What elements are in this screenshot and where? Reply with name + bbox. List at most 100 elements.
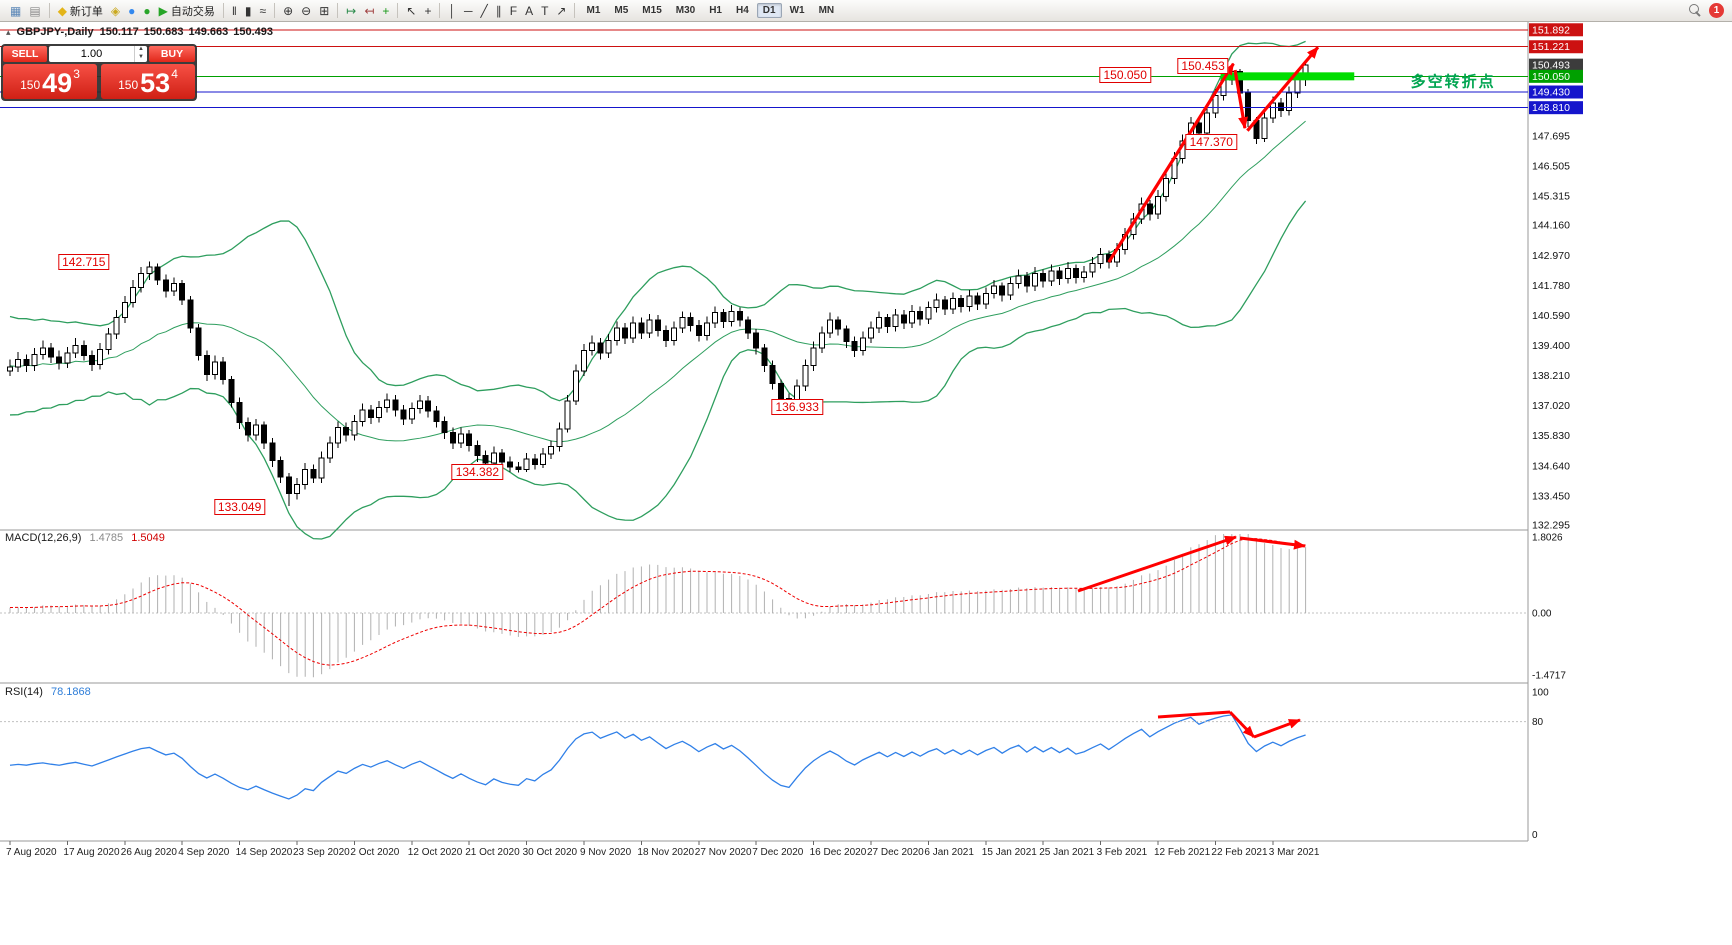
zoom-out-icon[interactable]: ⊖ — [297, 1, 315, 20]
sell-button[interactable]: SELL — [3, 46, 47, 62]
line-chart-icon[interactable]: ≈ — [255, 1, 270, 20]
text-icon-glyph: A — [525, 3, 534, 18]
svg-text:27 Nov 2020: 27 Nov 2020 — [695, 847, 752, 858]
indicators-icon[interactable]: + — [378, 1, 393, 20]
toolbar-separator — [397, 3, 399, 18]
vertical-line-icon[interactable]: │ — [444, 1, 460, 20]
sell-price-pip: 3 — [73, 67, 80, 81]
svg-text:149.430: 149.430 — [1532, 87, 1570, 99]
svg-text:132.295: 132.295 — [1532, 520, 1570, 532]
crosshair-icon-glyph: + — [424, 3, 432, 18]
indicators-icon-glyph: + — [382, 3, 390, 18]
buy-price-main: 53 — [140, 68, 171, 98]
timeframe-h1[interactable]: H1 — [709, 5, 722, 16]
buy-price-button[interactable]: 150 53 4 — [101, 64, 195, 99]
svg-text:151.221: 151.221 — [1532, 41, 1570, 53]
price-label-annotation: 150.453 — [1177, 58, 1229, 75]
zoom-in-icon[interactable]: ⊕ — [279, 1, 297, 20]
trendline-icon-glyph: ╱ — [480, 3, 488, 18]
chart-shift-icon-glyph: ↤ — [364, 3, 375, 18]
toolbar-separator — [48, 3, 50, 18]
fibonacci-icon[interactable]: F — [506, 1, 521, 20]
toolbar-separator — [439, 3, 441, 18]
svg-text:23 Sep 2020: 23 Sep 2020 — [293, 847, 350, 858]
help-icon[interactable]: ● — [139, 1, 154, 20]
volume-input[interactable] — [49, 46, 134, 62]
community-icon[interactable]: ● — [124, 1, 139, 20]
open-value: 150.117 — [99, 26, 139, 38]
timeframe-mn[interactable]: MN — [818, 5, 835, 16]
collapse-icon[interactable]: ▴ — [6, 26, 11, 37]
profiles-icon[interactable]: ▤ — [25, 1, 44, 20]
vertical-line-icon-glyph: │ — [448, 3, 456, 18]
svg-text:144.160: 144.160 — [1532, 220, 1570, 232]
volume-down-icon[interactable]: ▼ — [138, 54, 144, 60]
volume-up-icon[interactable]: ▲ — [138, 46, 144, 52]
label-icon[interactable]: T — [537, 1, 552, 20]
symbol-period: GBPJPY-,Daily — [16, 26, 94, 38]
new-order-button[interactable]: ◆ 新订单 — [54, 1, 107, 20]
horizontal-line-icon[interactable]: ─ — [460, 1, 477, 20]
channel-icon-glyph: ∥ — [495, 3, 502, 18]
volume-spinner[interactable]: ▲ ▼ — [134, 46, 147, 62]
timeframe-m1[interactable]: M1 — [586, 5, 601, 16]
arrows-icon[interactable]: ↗ — [552, 1, 570, 20]
svg-text:151.892: 151.892 — [1532, 24, 1570, 36]
svg-text:135.830: 135.830 — [1532, 430, 1570, 442]
svg-text:134.640: 134.640 — [1532, 460, 1570, 472]
tile-windows-icon[interactable]: ⊞ — [315, 1, 333, 20]
svg-text:7 Aug 2020: 7 Aug 2020 — [6, 847, 57, 858]
label-icon-glyph: T — [541, 3, 549, 18]
svg-text:12 Oct 2020: 12 Oct 2020 — [408, 847, 463, 858]
timeframe-w1[interactable]: W1 — [789, 5, 805, 16]
one-click-trading-panel: SELL ▲ ▼ BUY 150 49 3 150 53 4 — [1, 44, 197, 101]
search-icon[interactable] — [1689, 4, 1702, 17]
price-label-annotation: 136.933 — [771, 399, 823, 416]
rsi-name: RSI(14) — [5, 686, 43, 698]
sell-price-main: 49 — [42, 68, 73, 98]
trendline-icon[interactable]: ╱ — [476, 1, 491, 20]
notifications-badge[interactable]: 1 — [1709, 3, 1724, 18]
buy-button[interactable]: BUY — [149, 46, 195, 62]
auto-scroll-icon[interactable]: ↦ — [342, 1, 360, 20]
svg-text:80: 80 — [1532, 717, 1544, 728]
autotrading-button[interactable]: ▶ 自动交易 — [155, 1, 219, 20]
buy-price-prefix: 150 — [118, 78, 139, 92]
channel-icon[interactable]: ∥ — [492, 1, 506, 20]
svg-text:150.050: 150.050 — [1532, 71, 1570, 83]
toolbar-separator — [222, 3, 224, 18]
timeframe-h4[interactable]: H4 — [736, 5, 749, 16]
macd-name: MACD(12,26,9) — [5, 532, 82, 544]
toolbar-buttons: ▦ ▤ ◆ 新订单 ◈ ● ● ▶ 自动交易 ‖ ▮ ≈ ⊕ ⊖ ⊞ ↦ ↤ + ↖ + │ ─ ╱ ∥ F A T ↗ M1 M5 M15… — [6, 0, 841, 21]
timeframe-d1[interactable]: D1 — [756, 3, 782, 18]
svg-text:12 Feb 2021: 12 Feb 2021 — [1154, 847, 1211, 858]
svg-text:3 Feb 2021: 3 Feb 2021 — [1097, 847, 1148, 858]
candlestick-icon[interactable]: ▮ — [241, 1, 256, 20]
timeframe-m15[interactable]: M15 — [642, 5, 662, 16]
close-value: 150.493 — [233, 26, 274, 38]
candlestick-icon-glyph: ▮ — [244, 3, 252, 18]
new-chart-icon-glyph: ▦ — [10, 3, 22, 18]
svg-text:2 Oct 2020: 2 Oct 2020 — [350, 847, 399, 858]
chart-shift-icon[interactable]: ↤ — [360, 1, 378, 20]
timeframe-m5[interactable]: M5 — [614, 5, 629, 16]
high-value: 150.683 — [143, 26, 184, 38]
zoom-in-icon-glyph: ⊕ — [283, 3, 294, 18]
new-order-glyph: ◆ — [57, 3, 67, 18]
sell-price-button[interactable]: 150 49 3 — [3, 64, 97, 99]
cursor-icon[interactable]: ↖ — [402, 1, 420, 20]
toolbar-separator — [337, 3, 339, 18]
bar-chart-icon-glyph: ‖ — [231, 3, 237, 18]
bar-chart-icon[interactable]: ‖ — [228, 1, 241, 20]
svg-text:7 Dec 2020: 7 Dec 2020 — [752, 847, 804, 858]
svg-text:139.400: 139.400 — [1532, 340, 1570, 352]
svg-text:17 Aug 2020: 17 Aug 2020 — [63, 847, 120, 858]
toolbar-separator — [274, 3, 276, 18]
crosshair-icon[interactable]: + — [420, 1, 435, 20]
new-chart-icon[interactable]: ▦ — [6, 1, 25, 20]
timeframe-m30[interactable]: M30 — [675, 5, 696, 16]
metaeditor-icon[interactable]: ◈ — [107, 1, 124, 20]
text-icon[interactable]: A — [521, 1, 537, 20]
